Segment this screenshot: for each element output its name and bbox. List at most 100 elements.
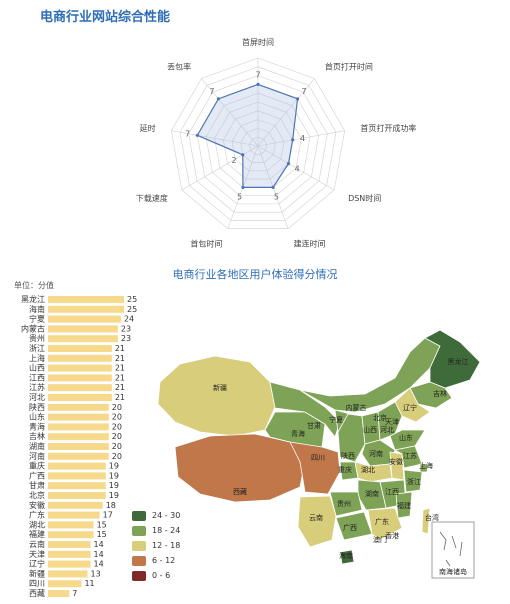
- bar-category-label: 广西: [29, 470, 45, 480]
- radar-value-label: 7: [255, 70, 260, 79]
- bar-value-label: 13: [91, 569, 101, 578]
- legend-item[interactable]: 12 - 18: [132, 538, 180, 553]
- bar-value-label: 21: [115, 364, 125, 373]
- region-sichuan[interactable]: [289, 441, 341, 495]
- radar-point: [241, 185, 245, 189]
- bar-value-label: 20: [112, 413, 122, 422]
- radar-grid-ring: [179, 66, 337, 221]
- bar-value-label: 21: [115, 373, 125, 382]
- bar-category-label: 黑龙江: [21, 294, 45, 304]
- bar-value-label: 20: [112, 442, 122, 451]
- map-region-label: 山西: [363, 425, 377, 434]
- bar-category-label: 山东: [29, 412, 45, 422]
- region-heilongjiang[interactable]: [424, 329, 481, 389]
- radar-point: [271, 185, 275, 189]
- radar-indicator-label: 延时: [140, 123, 156, 133]
- bar-value-label: 15: [97, 520, 107, 529]
- region-hainan[interactable]: [339, 549, 355, 565]
- map-region-label: 四川: [311, 454, 325, 462]
- region-hebei[interactable]: [377, 401, 403, 441]
- bar: [48, 511, 100, 519]
- bar-value-label: 19: [109, 462, 119, 471]
- region-anhui[interactable]: [389, 451, 405, 481]
- region-yunnan[interactable]: [297, 495, 337, 548]
- map-region-label: 贵州: [337, 499, 351, 508]
- map-region-label: 西藏: [233, 487, 247, 496]
- bar-value-label: 21: [115, 393, 125, 402]
- bar-category-label: 天津: [29, 549, 45, 559]
- map-region-label: 香港: [385, 531, 399, 540]
- region-guangdong[interactable]: [367, 507, 403, 541]
- bar-value-label: 20: [112, 422, 122, 431]
- radar-grid-ring: [188, 75, 328, 213]
- region-shandong[interactable]: [389, 429, 426, 451]
- radar-axis: [257, 130, 345, 147]
- map-region-label: 陕西: [341, 451, 355, 460]
- bar-category-label: 福建: [29, 529, 45, 539]
- radar-value-label: 2: [232, 156, 237, 165]
- bar-value-label: 24: [124, 315, 134, 324]
- legend-item[interactable]: 6 - 12: [132, 553, 180, 568]
- legend-swatch: [132, 555, 146, 566]
- legend-item[interactable]: 18 - 24: [132, 523, 180, 538]
- bar-value-label: 19: [109, 491, 119, 500]
- region-zhejiang[interactable]: [403, 469, 423, 493]
- bar-category-label: 河南: [29, 451, 45, 461]
- radar-axis: [171, 130, 259, 147]
- region-xizang[interactable]: [174, 433, 306, 503]
- map-region-label: 海南: [339, 551, 353, 560]
- legend-item[interactable]: 0 - 6: [132, 568, 180, 583]
- bar: [48, 521, 94, 529]
- bar-value-label: 15: [97, 530, 107, 539]
- map-region-label: 辽宁: [403, 403, 417, 412]
- map-region-label: 宁夏: [329, 415, 343, 424]
- map-region-label: 吉林: [433, 389, 447, 398]
- bar: [48, 541, 91, 548]
- bar-value-label: 25: [127, 305, 137, 314]
- bar-value-label: 7: [72, 589, 77, 598]
- bar-category-label: 山西: [29, 363, 45, 373]
- bar-category-label: 甘肃: [29, 480, 45, 490]
- region-xinjiang[interactable]: [157, 355, 276, 437]
- bar: [48, 354, 112, 362]
- region-jiangsu[interactable]: [393, 445, 423, 469]
- radar-indicator-label: 首屏时间: [242, 37, 274, 47]
- map-region-label: 新疆: [213, 383, 227, 392]
- map-region-label: 广西: [343, 523, 357, 532]
- legend-item[interactable]: 24 - 30: [132, 508, 180, 523]
- radar-value-label: 5: [237, 193, 242, 202]
- bar: [48, 472, 106, 480]
- bar: [48, 462, 106, 470]
- radar-value-label: 4: [295, 165, 300, 174]
- radar-title: 电商行业网站综合性能: [40, 10, 171, 25]
- map-region-label: 内蒙古: [346, 403, 367, 412]
- region-gansu[interactable]: [269, 381, 341, 438]
- map-region-label: 甘肃: [307, 421, 321, 430]
- bar: [48, 550, 91, 558]
- region-shanghai[interactable]: [419, 463, 429, 473]
- legend-swatch: [132, 570, 146, 581]
- bar: [48, 335, 118, 343]
- bar-category-label: 吉林: [29, 431, 45, 441]
- radar-grid-ring: [240, 128, 276, 163]
- map-region-label: 湖北: [361, 465, 375, 474]
- map-region-label: 浙江: [407, 477, 421, 486]
- bar-value-label: 18: [106, 501, 116, 510]
- region-fujian[interactable]: [395, 491, 413, 519]
- bar-category-label: 上海: [29, 353, 45, 363]
- map-inset-label: 南海诸岛: [439, 567, 467, 576]
- map-region-label: 福建: [397, 501, 411, 510]
- bar-category-label: 青海: [29, 421, 45, 431]
- bar-value-label: 19: [109, 481, 119, 490]
- region-taiwan[interactable]: [421, 507, 431, 535]
- radar-indicator-label: 首页打开时间: [325, 61, 373, 71]
- bar: [48, 443, 109, 450]
- bar-category-label: 新疆: [29, 568, 45, 578]
- bar-value-label: 19: [109, 471, 119, 480]
- bar-value-label: 11: [84, 579, 94, 588]
- radar-value-label: 7: [185, 130, 190, 139]
- bar-category-label: 宁夏: [29, 314, 45, 324]
